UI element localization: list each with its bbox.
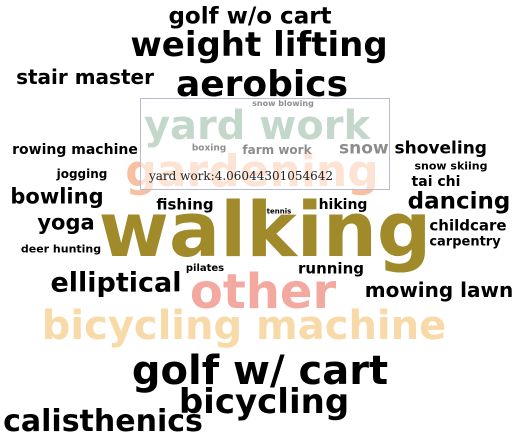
hover-tooltip: yard work:4.06044301054642: [140, 98, 390, 190]
word-golf-w-o-cart[interactable]: golf w/o cart: [168, 3, 332, 30]
word-dancing[interactable]: dancing: [407, 188, 511, 215]
word-rowing-machine[interactable]: rowing machine: [12, 142, 138, 158]
word-bicycling[interactable]: bicycling: [178, 382, 350, 422]
word-weight-lifting[interactable]: weight lifting: [130, 25, 388, 65]
word-other[interactable]: other: [189, 264, 337, 320]
word-jogging[interactable]: jogging: [56, 167, 108, 181]
word-golf-w-cart[interactable]: golf w/ cart: [131, 348, 389, 394]
word-walking[interactable]: walking: [98, 185, 432, 274]
word-bowling[interactable]: bowling: [10, 184, 104, 209]
word-childcare[interactable]: childcare: [429, 216, 507, 235]
word-aerobics[interactable]: aerobics: [175, 64, 349, 105]
word-carpentry[interactable]: carpentry: [429, 234, 501, 250]
word-pilates[interactable]: pilates: [185, 263, 225, 274]
word-fishing[interactable]: fishing: [156, 195, 214, 214]
word-elliptical[interactable]: elliptical: [50, 267, 182, 299]
word-tennis[interactable]: tennis: [266, 207, 292, 216]
word-mowing-lawn[interactable]: mowing lawn: [364, 278, 514, 302]
word-calisthenics[interactable]: calisthenics: [3, 404, 203, 437]
word-running[interactable]: running: [298, 259, 364, 278]
word-snow-skiing[interactable]: snow skiing: [414, 159, 488, 173]
word-hiking[interactable]: hiking: [318, 197, 368, 213]
word-yoga[interactable]: yoga: [37, 210, 95, 235]
word-stair-master[interactable]: stair master: [16, 65, 154, 89]
tooltip-label: yard work:4.06044301054642: [149, 169, 334, 183]
word-deer-hunting[interactable]: deer hunting: [20, 242, 102, 256]
word-tai-chi[interactable]: tai chi: [411, 174, 461, 190]
word-bicycling-machine[interactable]: bicycling machine: [41, 303, 447, 349]
